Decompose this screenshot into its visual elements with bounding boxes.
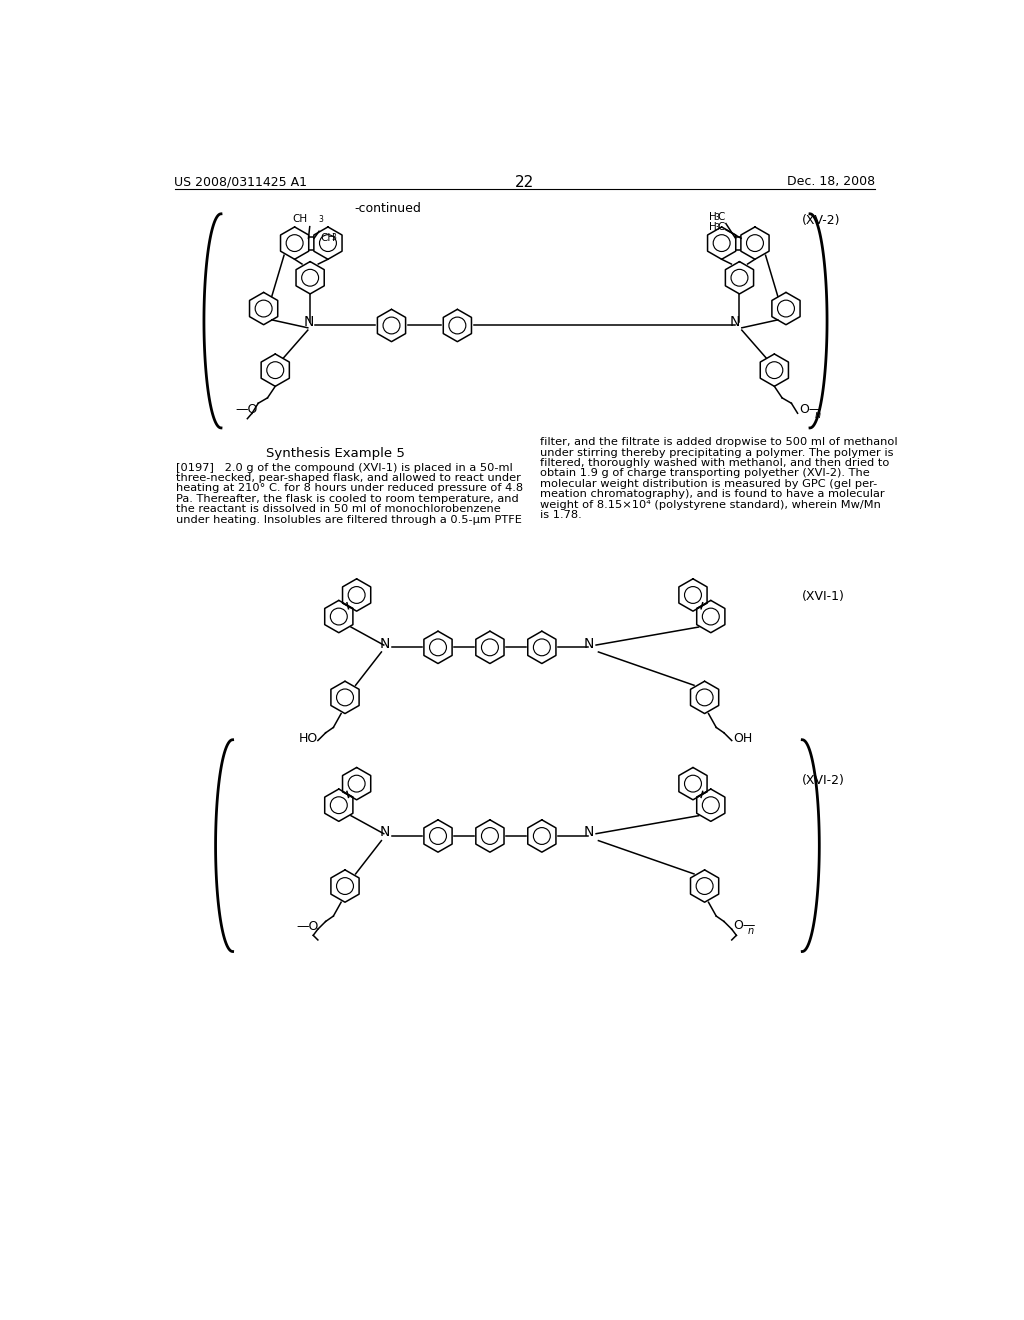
Text: (XVI-1): (XVI-1) <box>802 590 845 603</box>
Text: OH: OH <box>733 731 753 744</box>
Text: 3: 3 <box>715 213 719 222</box>
Text: N: N <box>730 314 740 329</box>
Text: HO: HO <box>299 731 317 744</box>
Text: [0197]   2.0 g of the compound (XVI-1) is placed in a 50-ml: [0197] 2.0 g of the compound (XVI-1) is … <box>176 462 513 473</box>
Text: 3: 3 <box>318 215 324 223</box>
Text: meation chromatography), and is found to have a molecular: meation chromatography), and is found to… <box>541 490 885 499</box>
Text: Synthesis Example 5: Synthesis Example 5 <box>266 447 406 461</box>
Text: H: H <box>709 213 717 222</box>
Text: —O: —O <box>296 920 318 933</box>
Text: (XVI-2): (XVI-2) <box>802 775 845 788</box>
Text: N: N <box>379 636 390 651</box>
Text: weight of 8.15×10⁴ (polystyrene standard), wherein Mw/Mn: weight of 8.15×10⁴ (polystyrene standard… <box>541 499 882 510</box>
Text: O—: O— <box>733 919 756 932</box>
Text: N: N <box>584 636 594 651</box>
Text: N: N <box>379 825 390 840</box>
Text: —O: —O <box>234 403 257 416</box>
Text: CH: CH <box>321 232 336 243</box>
Text: is 1.78.: is 1.78. <box>541 510 582 520</box>
Text: n: n <box>748 927 754 936</box>
Text: -continued: -continued <box>354 202 421 215</box>
Text: filter, and the filtrate is added dropwise to 500 ml of methanol: filter, and the filtrate is added dropwi… <box>541 437 898 447</box>
Text: N: N <box>584 825 594 840</box>
Text: US 2008/0311425 A1: US 2008/0311425 A1 <box>174 176 307 189</box>
Text: 3: 3 <box>332 232 336 242</box>
Text: (XV-2): (XV-2) <box>802 214 841 227</box>
Text: H: H <box>709 222 717 232</box>
Text: Pa. Thereafter, the flask is cooled to room temperature, and: Pa. Thereafter, the flask is cooled to r… <box>176 494 519 504</box>
Text: n: n <box>815 409 821 420</box>
Text: 22: 22 <box>515 176 535 190</box>
Text: CH: CH <box>292 214 307 223</box>
Text: three-necked, pear-shaped flask, and allowed to react under: three-necked, pear-shaped flask, and all… <box>176 473 521 483</box>
Text: under stirring thereby precipitating a polymer. The polymer is: under stirring thereby precipitating a p… <box>541 447 894 458</box>
Text: Dec. 18, 2008: Dec. 18, 2008 <box>787 176 876 189</box>
Text: O—: O— <box>799 403 821 416</box>
Text: the reactant is dissolved in 50 ml of monochlorobenzene: the reactant is dissolved in 50 ml of mo… <box>176 504 501 513</box>
Text: heating at 210° C. for 8 hours under reduced pressure of 4.8: heating at 210° C. for 8 hours under red… <box>176 483 523 494</box>
Text: under heating. Insolubles are filtered through a 0.5-μm PTFE: under heating. Insolubles are filtered t… <box>176 515 522 524</box>
Text: C: C <box>718 222 725 232</box>
Text: obtain 1.9 g of charge transporting polyether (XVI-2). The: obtain 1.9 g of charge transporting poly… <box>541 469 870 478</box>
Text: N: N <box>303 314 313 329</box>
Text: 3: 3 <box>715 223 719 232</box>
Text: molecular weight distribution is measured by GPC (gel per-: molecular weight distribution is measure… <box>541 479 878 488</box>
Text: C: C <box>718 213 725 222</box>
Text: filtered, thoroughly washed with methanol, and then dried to: filtered, thoroughly washed with methano… <box>541 458 890 467</box>
